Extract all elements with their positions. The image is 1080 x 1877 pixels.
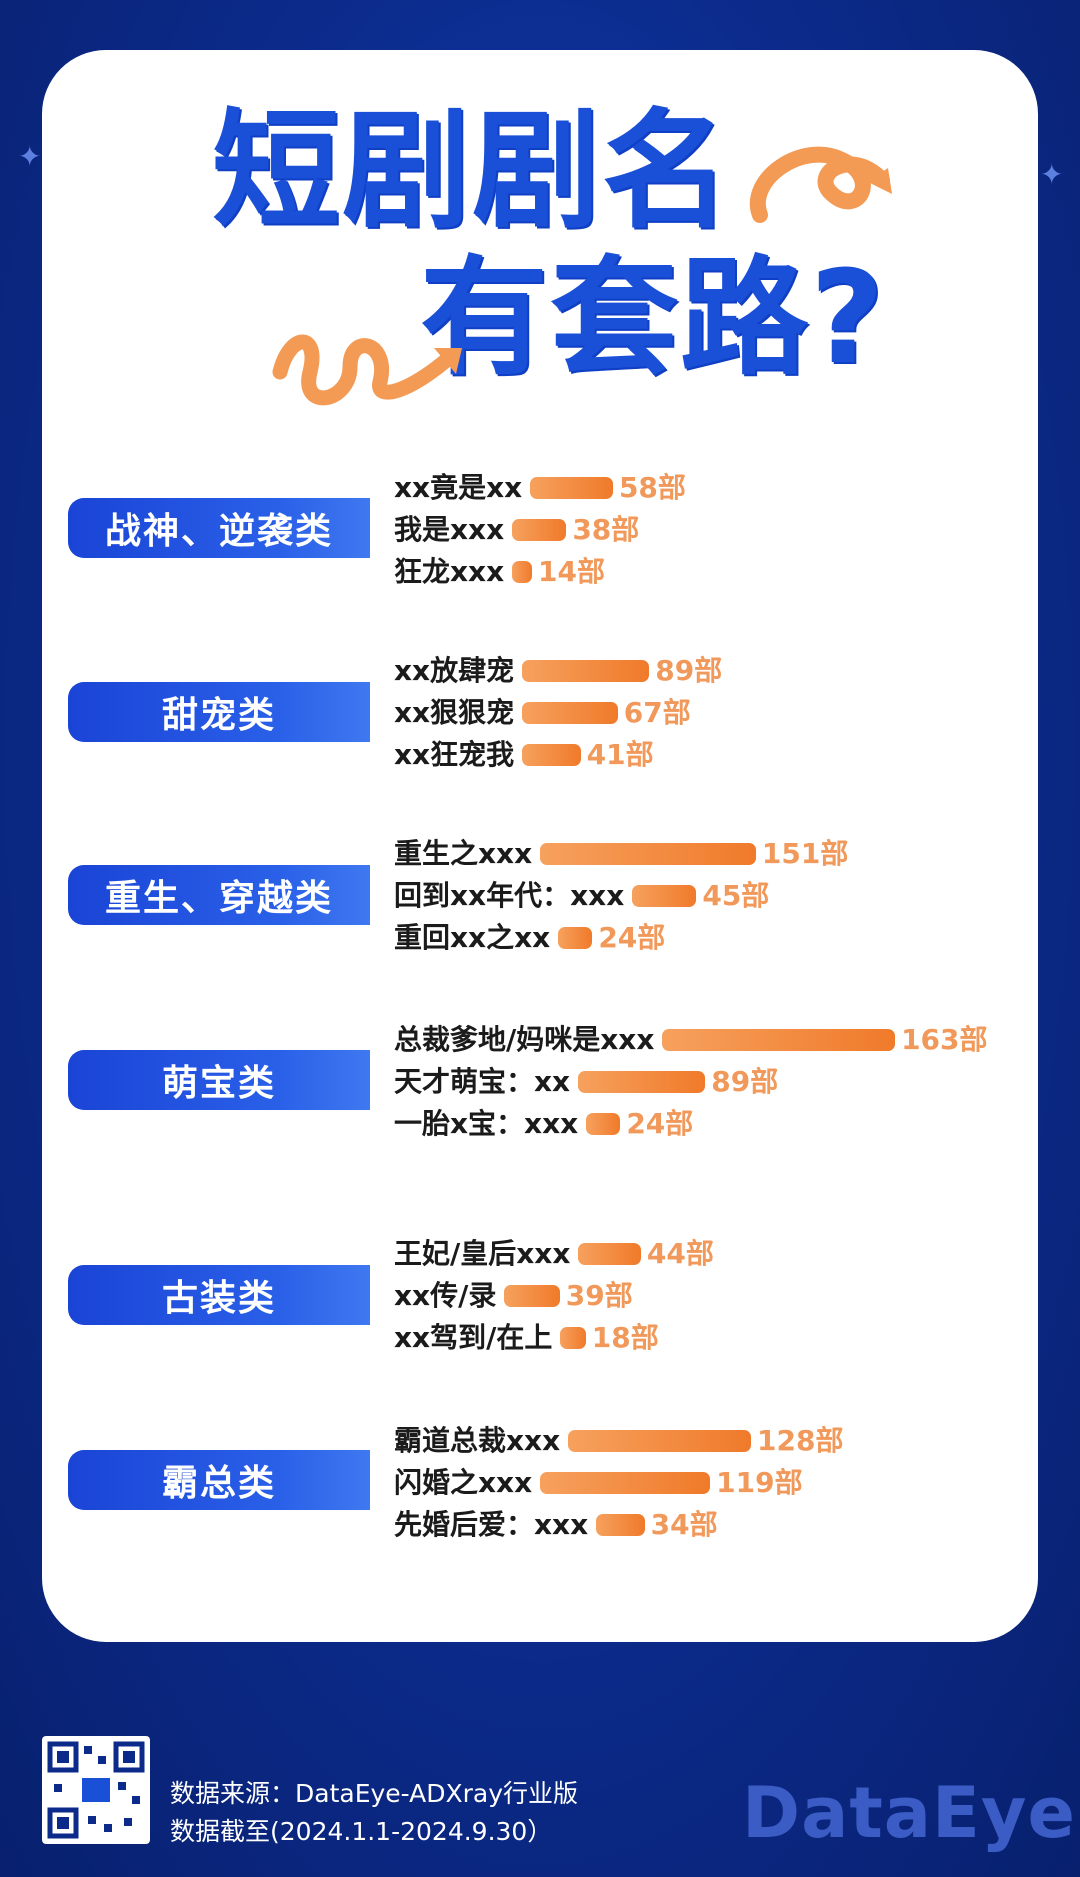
category-label: 萌宝类 <box>68 1050 370 1110</box>
row-label: 总裁爹地/妈咪是xxx <box>394 1023 655 1056</box>
value-label: 34部 <box>650 1508 718 1541</box>
infographic-card: 短剧剧名 有套路? 战神、逆袭类 xx竟是xx 58部我是xxx 38部狂龙xxx 14… <box>42 50 1038 1642</box>
value-label: 18部 <box>591 1321 659 1354</box>
bar <box>568 1430 752 1452</box>
qr-code-icon <box>42 1736 150 1844</box>
row-label: 闪婚之xxx <box>394 1466 533 1499</box>
sparkle-icon: ✦ <box>1040 158 1064 191</box>
data-period: 数据截至(2024.1.1-2024.9.30） <box>170 1817 553 1846</box>
bar <box>512 561 533 583</box>
bar <box>578 1071 706 1093</box>
category-label: 重生、穿越类 <box>68 865 370 925</box>
bar <box>512 519 567 541</box>
bar <box>558 927 593 949</box>
sparkle-icon: ✦ <box>18 140 42 173</box>
row-label: 狂龙xxx <box>394 555 505 588</box>
value-label: 44部 <box>646 1237 714 1270</box>
value-label: 58部 <box>618 471 686 504</box>
value-label: 151部 <box>761 837 849 870</box>
category-label: 霸总类 <box>68 1450 370 1510</box>
qr-code-graphic <box>47 1741 145 1839</box>
bar <box>632 885 697 907</box>
bar <box>530 477 613 499</box>
bar <box>560 1327 586 1349</box>
category-label: 甜宠类 <box>68 682 370 742</box>
curl-arrow-icon <box>749 146 892 223</box>
value-label: 163部 <box>901 1023 988 1056</box>
bar <box>578 1243 641 1265</box>
value-label: 24部 <box>626 1107 694 1140</box>
row-label: xx驾到/在上 <box>394 1321 553 1354</box>
bar <box>522 702 618 724</box>
value-label: 41部 <box>586 738 654 771</box>
category-label: 古装类 <box>68 1265 370 1325</box>
value-label: 38部 <box>572 513 640 546</box>
value-label: 45部 <box>702 879 770 912</box>
title-line-1: 短剧剧名 <box>212 97 733 246</box>
bar <box>586 1113 621 1135</box>
row-label: xx狂宠我 <box>394 738 515 771</box>
dataeye-watermark: DataEye <box>742 1772 1076 1854</box>
value-label: 14部 <box>538 555 605 588</box>
row-label: 王妃/皇后xxx <box>394 1237 571 1270</box>
squiggle-arrow-icon <box>272 334 462 406</box>
row-label: xx竟是xx <box>394 471 523 504</box>
data-source: 数据来源：DataEye-ADXray行业版 <box>170 1779 579 1808</box>
row-label: 重生之xxx <box>394 837 533 870</box>
row-label: 我是xxx <box>394 513 505 546</box>
value-label: 24部 <box>598 921 666 954</box>
row-label: 重回xx之xx <box>394 921 551 954</box>
title-line-2: 有套路? <box>420 244 887 393</box>
value-label: 39部 <box>565 1279 633 1312</box>
row-label: 先婚后爱：xxx <box>394 1508 589 1541</box>
value-label: 89部 <box>711 1065 779 1098</box>
bar <box>540 1472 711 1494</box>
bar <box>522 744 581 766</box>
row-label: 霸道总裁xxx <box>394 1424 561 1457</box>
value-label: 119部 <box>716 1466 803 1499</box>
row-label: 一胎x宝：xxx <box>394 1107 579 1140</box>
bar <box>504 1285 560 1307</box>
row-label: xx传/录 <box>394 1279 497 1312</box>
value-label: 67部 <box>623 696 691 729</box>
bar <box>662 1029 896 1051</box>
bar <box>522 660 650 682</box>
row-label: 天才萌宝：xx <box>394 1065 571 1098</box>
value-label: 128部 <box>757 1424 844 1457</box>
category-label: 战神、逆袭类 <box>68 498 370 558</box>
row-label: xx狠狠宠 <box>394 696 515 729</box>
bar <box>596 1514 645 1536</box>
value-label: 89部 <box>655 654 723 687</box>
row-label: xx放肆宠 <box>394 654 515 687</box>
bar <box>540 843 756 865</box>
row-label: 回到xx年代：xxx <box>394 879 625 912</box>
